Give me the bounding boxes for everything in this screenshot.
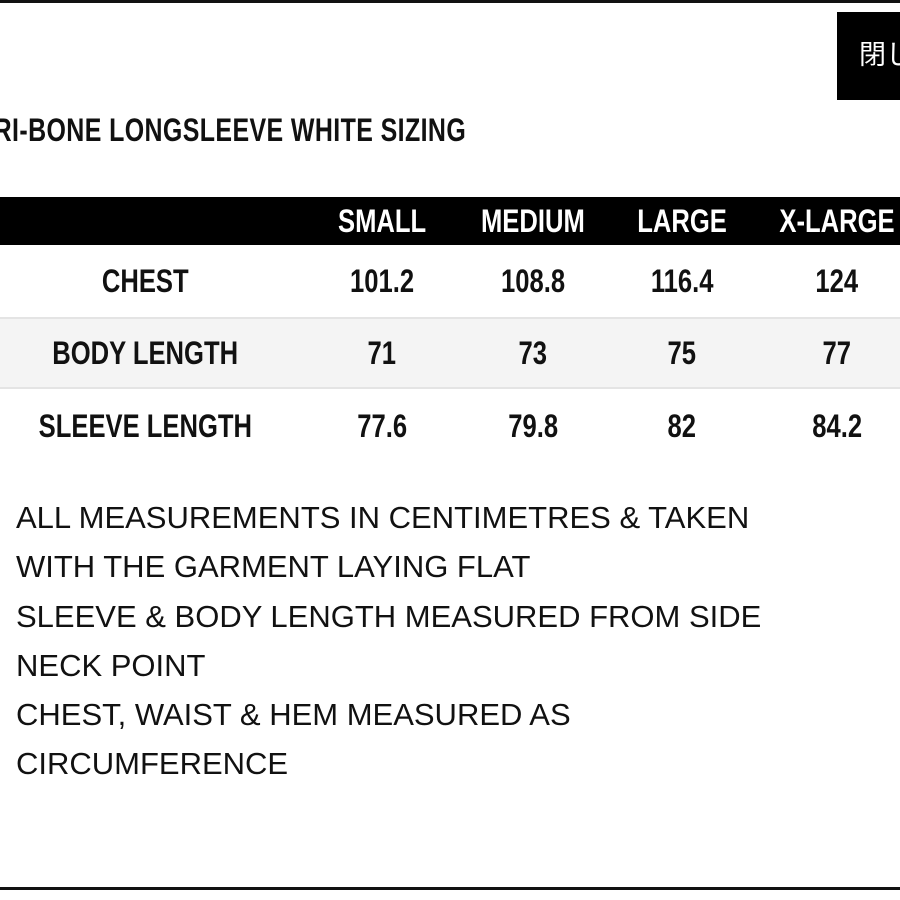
table-cell: 75 bbox=[667, 334, 697, 371]
column-header-large: LARGE bbox=[637, 202, 727, 239]
note-line: NECK POINT bbox=[16, 647, 206, 683]
note-line: CIRCUMFERENCE bbox=[16, 746, 289, 782]
table-cell: 116.4 bbox=[650, 262, 714, 299]
table-row: SLEEVE LENGTH 77.6 79.8 82 84.2 bbox=[0, 390, 900, 462]
column-header-small: SMALL bbox=[337, 202, 427, 239]
note-line: SLEEVE & BODY LENGTH MEASURED FROM SIDE bbox=[16, 598, 762, 634]
page-title: TRI-BONE LONGSLEEVE WHITE SIZING bbox=[0, 112, 467, 148]
column-header-medium: MEDIUM bbox=[481, 202, 585, 239]
row-label: BODY LENGTH bbox=[52, 334, 238, 371]
table-header: SMALL MEDIUM LARGE X-LARGE bbox=[0, 197, 900, 245]
table-cell: 77 bbox=[822, 334, 852, 371]
row-label: SLEEVE LENGTH bbox=[38, 407, 252, 444]
column-header-x-large: X-LARGE bbox=[779, 202, 895, 239]
table-cell: 84.2 bbox=[812, 407, 862, 444]
table-cell: 108.8 bbox=[500, 262, 566, 299]
note-line: CHEST, WAIST & HEM MEASURED AS bbox=[16, 697, 571, 733]
table-cell: 73 bbox=[518, 334, 548, 371]
measurement-notes: ALL MEASUREMENTS IN CENTIMETRES & TAKEN … bbox=[16, 493, 761, 789]
table-cell: 79.8 bbox=[508, 407, 558, 444]
table-row: BODY LENGTH 71 73 75 77 bbox=[0, 317, 900, 389]
note-line: ALL MEASUREMENTS IN CENTIMETRES & TAKEN bbox=[16, 500, 750, 535]
table-cell: 82 bbox=[667, 407, 697, 444]
top-border bbox=[0, 0, 900, 3]
table-cell: 71 bbox=[367, 334, 397, 371]
table-cell: 124 bbox=[815, 262, 859, 299]
row-label: CHEST bbox=[101, 262, 189, 299]
note-line: WITH THE GARMENT LAYING FLAT bbox=[16, 549, 531, 585]
table-cell: 101.2 bbox=[349, 262, 415, 299]
bottom-border bbox=[0, 887, 900, 890]
table-cell: 77.6 bbox=[357, 407, 407, 444]
close-button[interactable]: 閉じ bbox=[837, 12, 900, 100]
table-row: CHEST 101.2 108.8 116.4 124 bbox=[0, 245, 900, 317]
